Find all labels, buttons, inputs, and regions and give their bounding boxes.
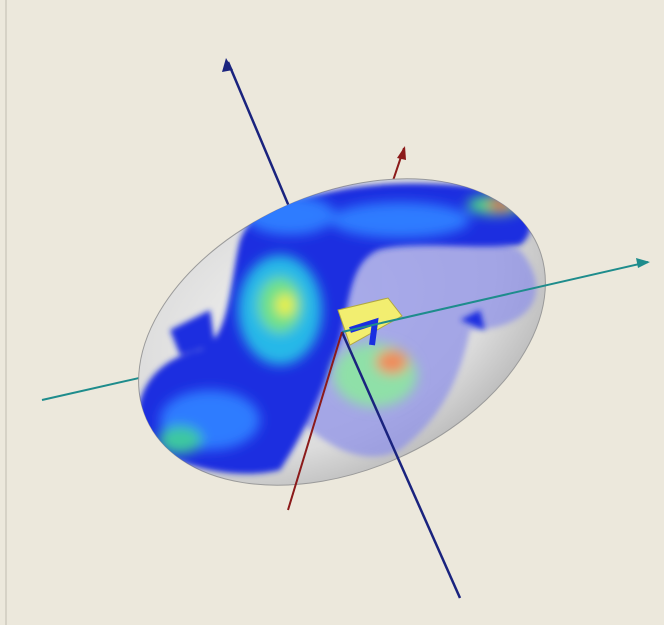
region-yellow <box>276 294 294 316</box>
region-orange <box>376 350 408 374</box>
region-green-light <box>333 343 417 407</box>
region-green <box>158 426 202 454</box>
axis-teal <box>341 261 649 333</box>
region-light-blue <box>330 202 470 238</box>
axis-blue <box>340 331 462 599</box>
axis-teal-arrow <box>636 258 650 268</box>
axis-red-arrow <box>397 146 406 160</box>
axis-blue-arrow <box>222 58 233 72</box>
axis-red <box>287 331 343 511</box>
region-blue-patch <box>170 310 215 355</box>
region-blue-patch <box>460 310 485 330</box>
